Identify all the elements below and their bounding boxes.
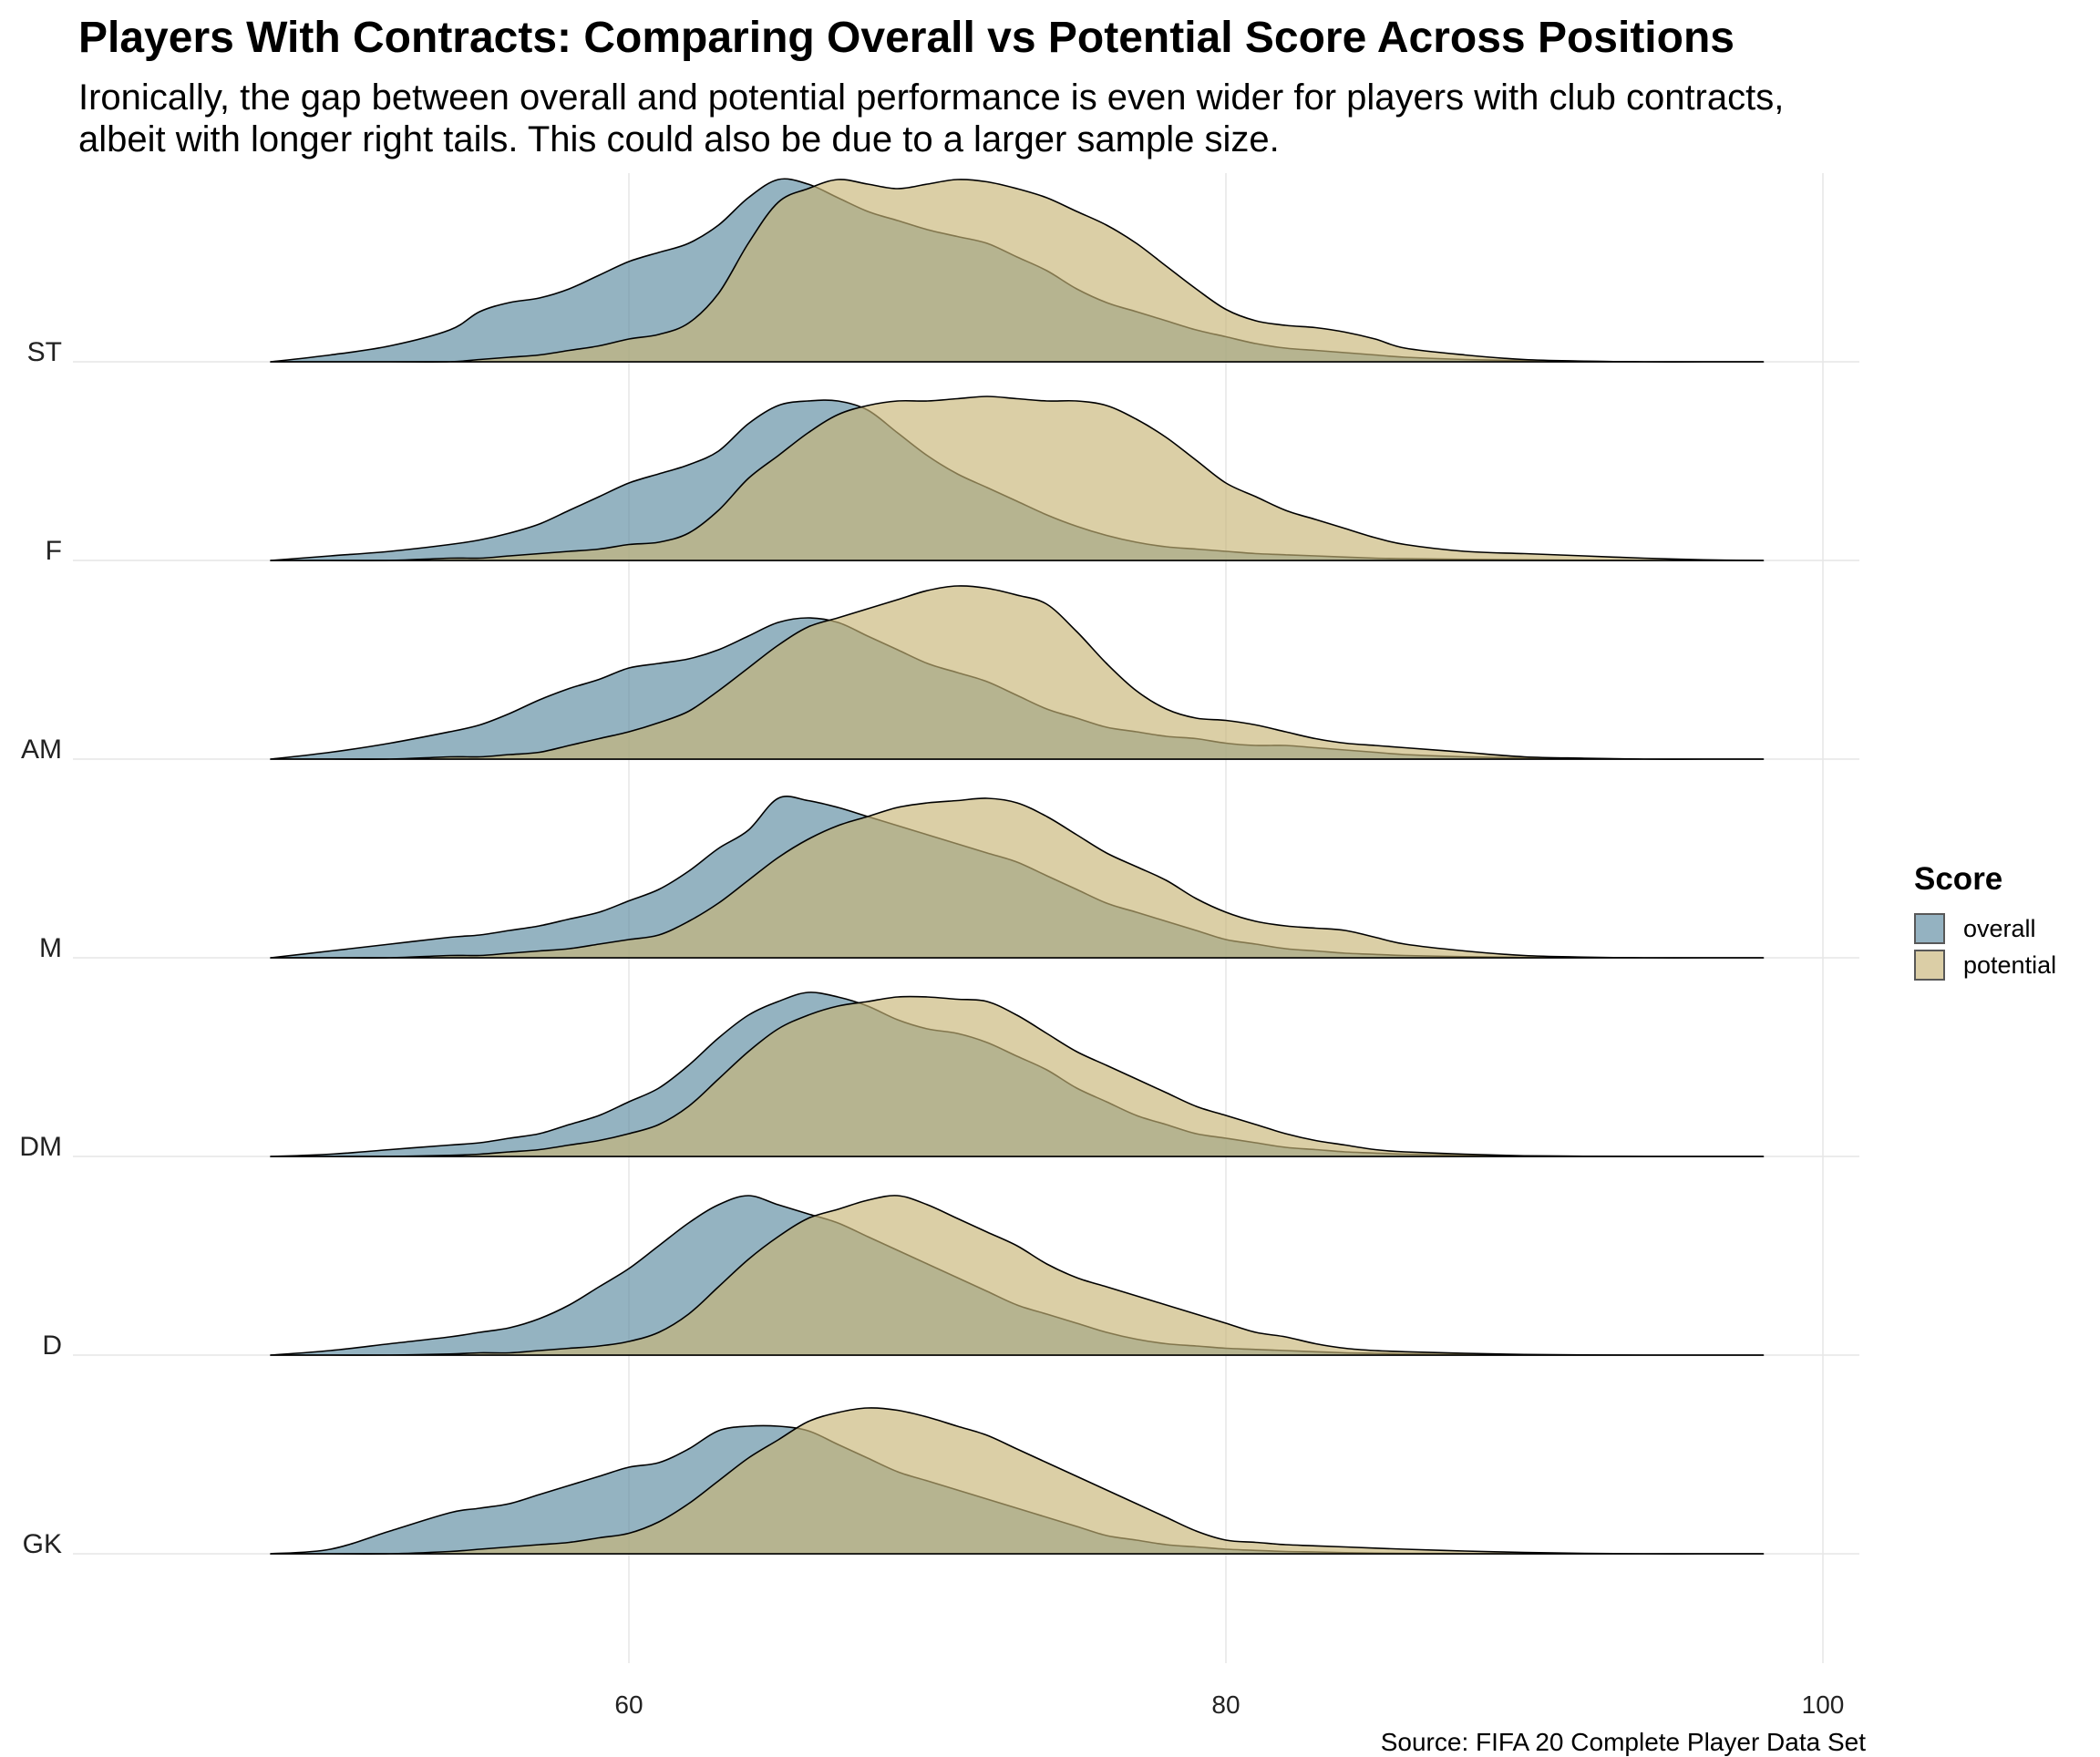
- ridge-DM-potential: [270, 995, 1765, 1157]
- y-category-label-ST: ST: [27, 337, 62, 367]
- source-caption: Source: FIFA 20 Complete Player Data Set: [1380, 1728, 1866, 1756]
- y-category-label-GK: GK: [23, 1529, 62, 1559]
- legend-item-potential: potential: [1914, 947, 2056, 983]
- y-category-label-F: F: [46, 536, 62, 566]
- y-category-label-DM: DM: [19, 1132, 62, 1162]
- ridge-ST-potential: [270, 179, 1765, 363]
- x-tick-label-60: 60: [614, 1690, 643, 1719]
- legend-label-potential: potential: [1963, 950, 2057, 979]
- ridge-D-potential: [270, 1195, 1765, 1356]
- legend-key-potential: [1914, 950, 1945, 981]
- legend: Score overall potential: [1914, 861, 2056, 983]
- y-category-label-D: D: [42, 1331, 62, 1361]
- y-category-label-M: M: [39, 933, 62, 963]
- ridge-F-potential: [270, 396, 1765, 561]
- legend-item-overall: overall: [1914, 910, 2056, 947]
- legend-label-overall: overall: [1963, 914, 2036, 942]
- ridge-layer: [73, 178, 1859, 1555]
- chart-title: Players With Contracts: Comparing Overal…: [78, 14, 1735, 62]
- x-tick-label-100: 100: [1802, 1690, 1845, 1719]
- legend-title: Score: [1914, 861, 2003, 897]
- legend-key-overall: [1914, 913, 1945, 944]
- ridge-M-potential: [270, 797, 1765, 959]
- ridge-GK-potential: [270, 1407, 1765, 1555]
- y-category-label-AM: AM: [21, 735, 62, 765]
- ridge-AM-potential: [270, 585, 1765, 760]
- chart-subtitle: Ironically, the gap between overall and …: [78, 77, 1785, 159]
- x-tick-label-80: 80: [1211, 1690, 1240, 1719]
- label-layer: 60 80 100 ST F AM M DM D GK: [19, 337, 1844, 1719]
